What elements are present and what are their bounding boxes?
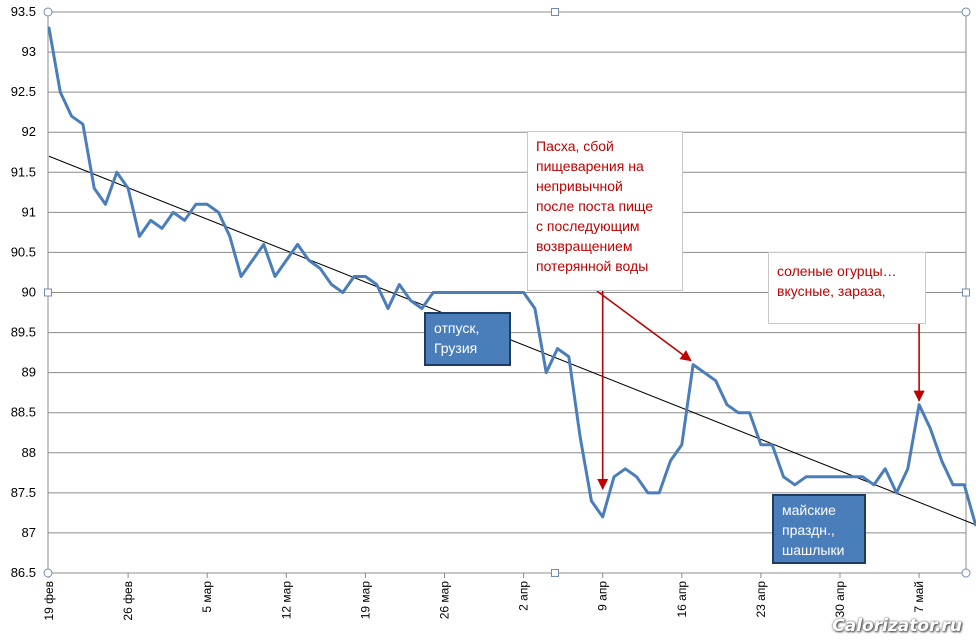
y-tick-label: 89: [22, 365, 36, 380]
weight-series-line: [47, 26, 976, 527]
x-tick-label: 19 мар: [358, 581, 372, 620]
annotation-line: потерянной воды: [536, 258, 649, 274]
side-handle: [962, 288, 970, 297]
annotation-line: отпуск,: [434, 320, 480, 336]
annotation-arrow: [596, 290, 692, 362]
corner-handle: [43, 7, 53, 17]
x-tick-label: 23 апр: [754, 581, 768, 618]
y-tick-label: 87.5: [11, 485, 36, 500]
x-tick-label: 26 мар: [438, 581, 452, 620]
x-tick-label: 12 мар: [279, 581, 293, 620]
annotation-line: шашлыки: [782, 542, 845, 558]
y-tick-label: 87: [22, 525, 36, 540]
annotation-line: праздн.,: [782, 522, 835, 538]
annotation-pickles[interactable]: соленые огурцы… вкусные, зараза,: [768, 252, 926, 324]
side-handle: [44, 288, 52, 297]
annotation-arrows: [596, 290, 925, 490]
x-tick-label: 30 апр: [833, 581, 847, 618]
side-handle: [551, 8, 559, 16]
annotation-line: пищеварения на: [536, 158, 644, 174]
annotation-line: возвращением: [536, 238, 633, 254]
annotation-line: Грузия: [434, 340, 478, 356]
y-tick-label: 89.5: [11, 325, 36, 340]
corner-handle: [961, 7, 971, 17]
annotation-line: Пасха, сбой: [536, 138, 614, 154]
annotation-line: с последующим: [536, 218, 640, 234]
x-tick-label: 9 апр: [596, 581, 610, 611]
x-axis-ticks: 19 фев 26 фев 5 мар 12 мар 19 мар 26 мар 2 апр…: [42, 573, 926, 621]
y-tick-label: 91: [22, 204, 36, 219]
corner-handle: [961, 568, 971, 578]
x-tick-label: 26 фев: [121, 581, 135, 621]
selection-handles: [43, 7, 971, 578]
y-axis-ticks: 93.5 93 92.5 92 91.5 91 90.5 90 89.5 89 88.5 88 87.5…: [11, 4, 36, 580]
annotation-line: вкусные, зараза,: [777, 283, 886, 299]
x-tick-label: 2 апр: [517, 581, 531, 611]
trendline: [48, 155, 976, 526]
corner-handle: [43, 568, 53, 578]
annotation-vacation[interactable]: отпуск, Грузия: [424, 312, 511, 366]
y-tick-label: 88: [22, 445, 36, 460]
y-tick-label: 93: [22, 44, 36, 59]
annotation-line: непривычной: [536, 178, 623, 194]
x-tick-label: 16 апр: [675, 581, 689, 618]
y-tick-label: 93.5: [11, 4, 36, 19]
annotation-line: майские: [782, 502, 836, 518]
annotation-may-holidays[interactable]: майские праздн., шашлыки: [772, 494, 866, 564]
side-handle: [551, 569, 559, 577]
y-tick-label: 92: [22, 124, 36, 139]
series-layer: [47, 26, 976, 527]
annotation-line: после поста пище: [536, 198, 654, 214]
x-tick-label: 19 фев: [42, 581, 56, 621]
watermark: Calorizator.ru: [832, 616, 962, 636]
x-tick-label: 5 мар: [200, 581, 214, 613]
y-tick-label: 88.5: [11, 405, 36, 420]
y-tick-label: 92.5: [11, 84, 36, 99]
y-tick-label: 86.5: [11, 565, 36, 580]
trendline-segment: [48, 155, 976, 526]
y-tick-label: 91.5: [11, 164, 36, 179]
y-tick-label: 90: [22, 285, 36, 300]
annotation-line: соленые огурцы…: [777, 263, 897, 279]
annotation-easter[interactable]: Пасха, сбой пищеварения на непривычной п…: [527, 131, 683, 291]
x-tick-label: 7 май: [912, 581, 926, 613]
y-tick-label: 90.5: [11, 244, 36, 259]
